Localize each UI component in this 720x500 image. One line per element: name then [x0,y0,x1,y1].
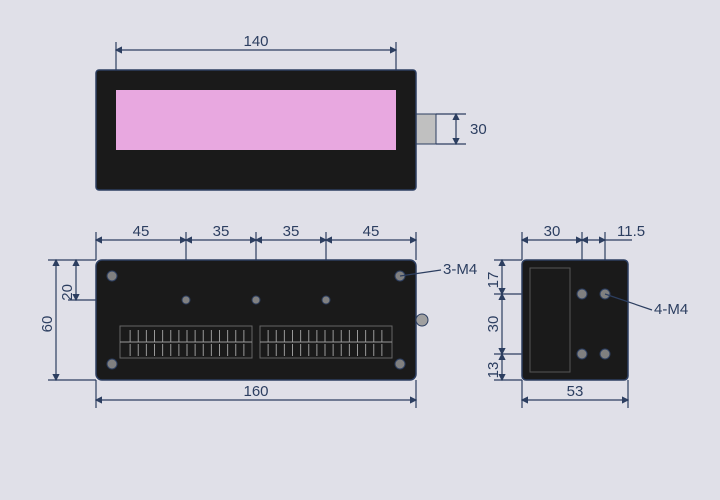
svg-text:11.5: 11.5 [617,223,645,240]
svg-text:30: 30 [485,316,502,333]
bottom-view: 3-M4 45 35 35 45 20 60 160 [39,223,477,408]
note-3m4: 3-M4 [443,261,477,278]
dim-140: 140 [243,33,268,50]
svg-text:60: 60 [39,316,56,333]
svg-text:30: 30 [544,223,561,240]
svg-text:45: 45 [133,223,150,240]
svg-text:45: 45 [363,223,380,240]
front-view: 140 30 [96,33,487,190]
side-view: 4-M4 30 11.5 17 30 13 53 [485,223,688,408]
note-4m4: 4-M4 [654,301,688,318]
svg-text:13: 13 [485,362,502,379]
svg-text:35: 35 [213,223,230,240]
led-screen [116,90,396,150]
dim-53: 53 [567,383,584,400]
svg-text:17: 17 [485,272,502,289]
dim-160: 160 [243,383,268,400]
svg-text:35: 35 [283,223,300,240]
svg-text:20: 20 [59,284,76,301]
dim-30-conn: 30 [470,121,487,138]
